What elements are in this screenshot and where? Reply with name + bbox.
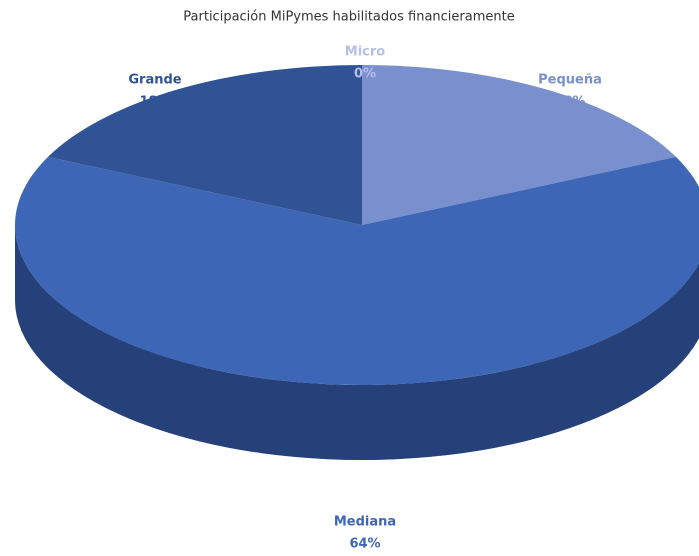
slice-side xyxy=(15,225,699,460)
slice xyxy=(362,65,676,225)
slice-label-name: Mediana xyxy=(334,515,396,530)
slice xyxy=(15,156,699,385)
slice-label-value: 18% xyxy=(554,95,585,110)
slice-side-shade xyxy=(15,225,699,460)
slice-label-value: 18% xyxy=(139,95,170,110)
slice-label-name: Grande xyxy=(128,73,181,88)
slice-label-value: 64% xyxy=(349,537,380,552)
chart-title: Participación MiPymes habilitados financ… xyxy=(183,10,514,25)
slice-label-name: Micro xyxy=(345,45,386,60)
slice-label-value: 0% xyxy=(354,67,376,82)
slice-label-name: Pequeña xyxy=(538,73,602,88)
slice xyxy=(48,65,362,225)
